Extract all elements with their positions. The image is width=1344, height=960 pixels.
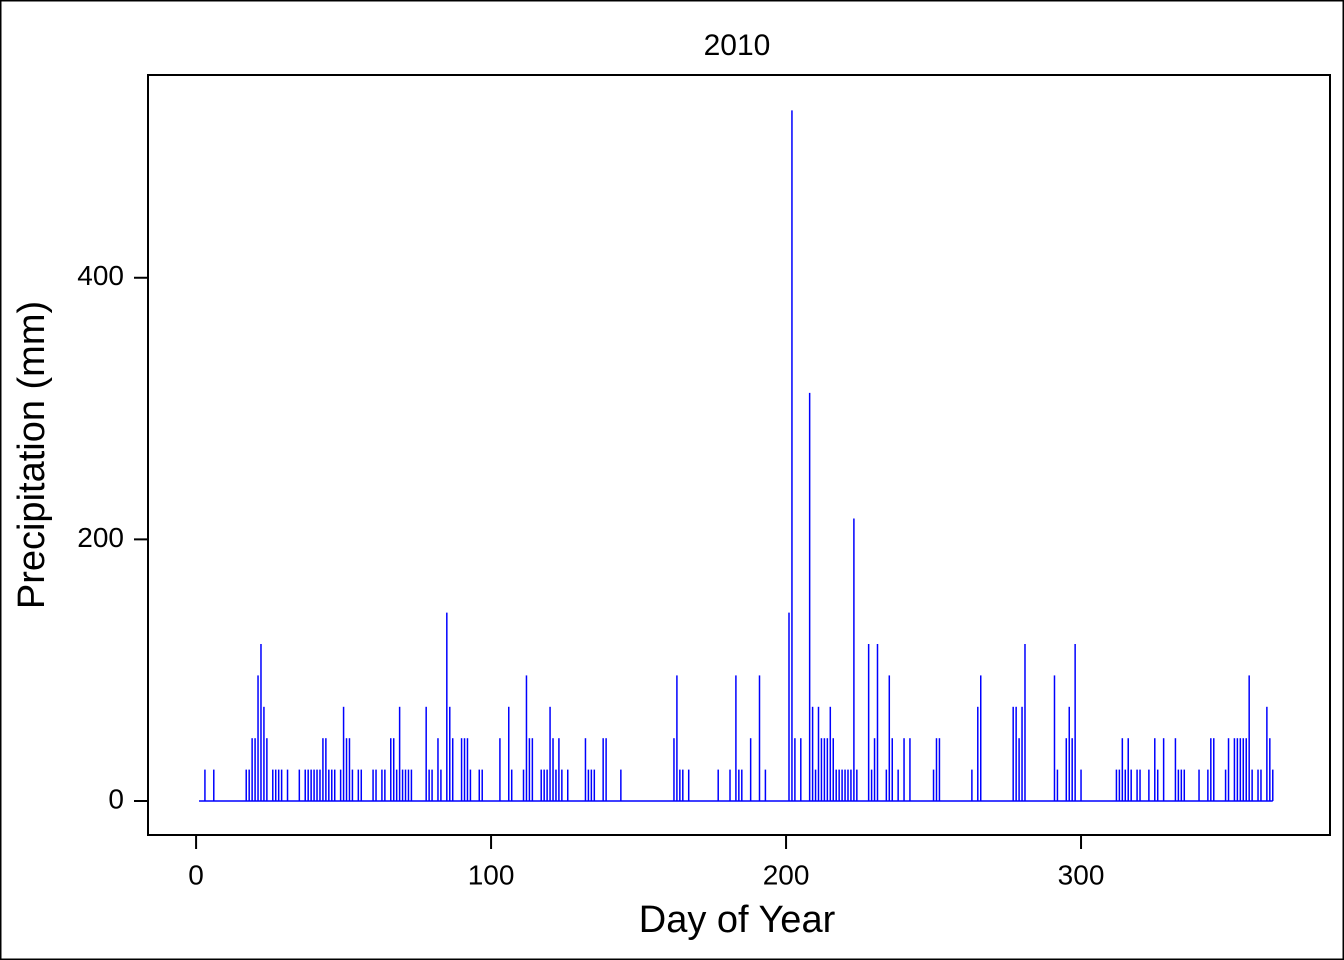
x-tick-label: 0: [188, 859, 204, 890]
x-axis-label: Day of Year: [639, 899, 836, 941]
x-tick-label: 200: [763, 859, 810, 890]
y-tick-label: 400: [77, 260, 124, 291]
x-tick-label: 300: [1058, 859, 1105, 890]
y-tick-label: 0: [108, 783, 124, 814]
x-tick-label: 100: [468, 859, 515, 890]
y-axis-label: Precipitation (mm): [11, 301, 53, 609]
chart-title: 2010: [704, 29, 771, 62]
y-tick-label: 200: [77, 522, 124, 553]
plot-frame: [147, 74, 1331, 836]
